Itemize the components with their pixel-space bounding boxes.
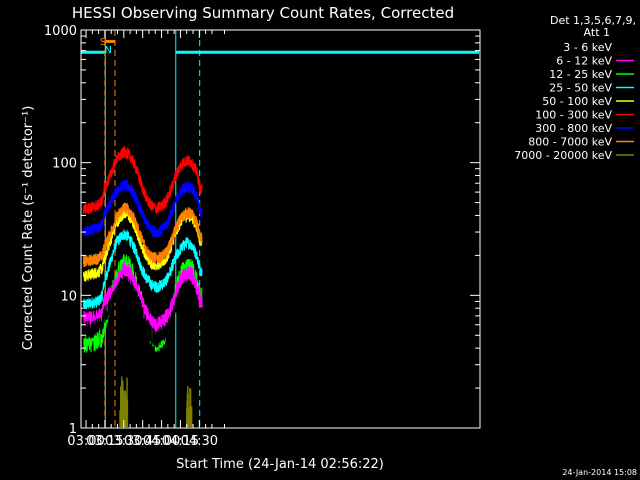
series-line — [103, 229, 203, 294]
x-tick-label: 04:00 — [143, 434, 180, 449]
legend-label: 25 - 50 keV — [549, 82, 612, 95]
series-line — [103, 274, 203, 348]
legend-header-attenuator: Att 1 — [584, 26, 610, 39]
series-line — [103, 202, 203, 264]
x-tick-label: 04:30 — [181, 434, 218, 449]
legend-header-detectors: Det 1,3,5,6,7,9, — [550, 14, 636, 27]
y-tick-label: 10 — [60, 289, 77, 304]
s-marker-label: S — [100, 37, 106, 48]
y-tick-label: 1000 — [44, 24, 77, 39]
series-line — [83, 192, 105, 215]
legend-label: 6 - 12 keV — [556, 55, 612, 68]
chart-title: HESSI Observing Summary Count Rates, Cor… — [72, 4, 454, 22]
legend-label: 300 - 800 keV — [535, 122, 612, 135]
x-tick-label: 04:15 — [162, 434, 199, 449]
x-axis-label: Start Time (24-Jan-14 02:56:22) — [176, 457, 384, 472]
series-line — [83, 244, 105, 268]
series-line — [103, 261, 203, 335]
x-tick-label: 03:45 — [124, 434, 161, 449]
series-line — [83, 256, 105, 282]
legend-label: 3 - 6 keV — [563, 41, 612, 54]
series-layer — [83, 146, 203, 427]
legend-label: 50 - 100 keV — [542, 95, 612, 108]
x-tick-label: 03:15 — [86, 434, 123, 449]
legend-label: 12 - 25 keV — [549, 68, 612, 81]
y-axis-label: Corrected Count Rate (s⁻¹ detector⁻¹) — [21, 106, 36, 351]
legend-label: 800 - 7000 keV — [528, 136, 612, 149]
series-line — [103, 146, 203, 215]
y-tick-label: 100 — [52, 157, 77, 172]
legend-label: 100 - 300 keV — [535, 109, 612, 122]
series-line — [103, 179, 203, 239]
legend-label: 7000 - 20000 keV — [514, 149, 612, 162]
plot-frame — [80, 29, 481, 429]
n-marker-label: N — [104, 45, 111, 56]
x-tick-label: 03:00 — [67, 434, 104, 449]
timestamp: 24-Jan-2014 15:08 — [562, 468, 637, 477]
x-tick-label: 03:30 — [105, 434, 142, 449]
overlay-markers: SN — [81, 30, 479, 428]
series-line — [83, 282, 105, 310]
y-tick-label: 1 — [69, 422, 77, 437]
series-line — [83, 309, 105, 340]
series-line — [83, 216, 105, 238]
